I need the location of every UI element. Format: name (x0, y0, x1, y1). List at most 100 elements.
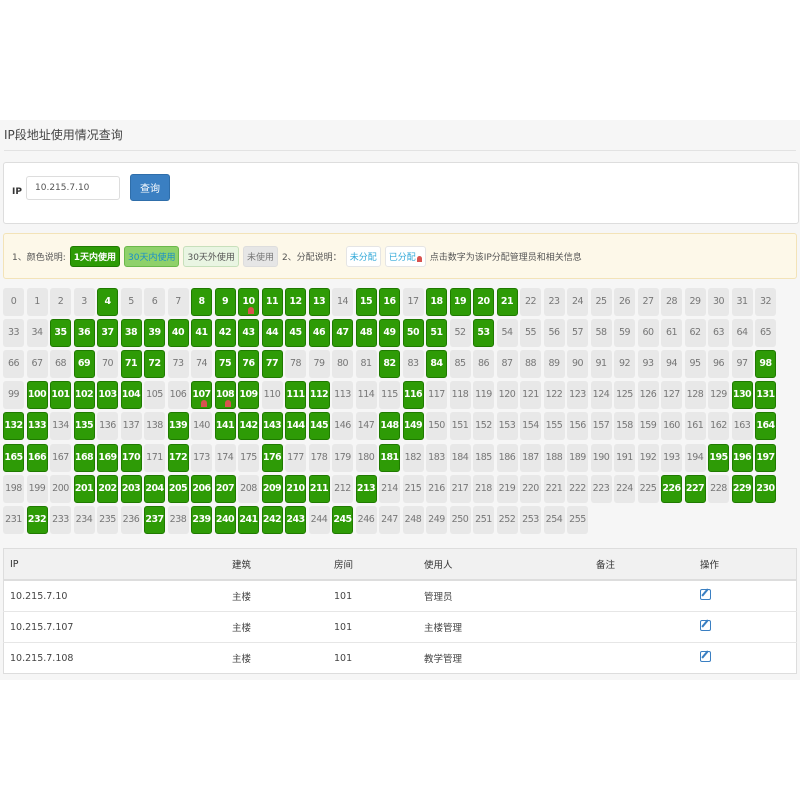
ip-cell-160[interactable]: 160 (661, 412, 682, 441)
ip-cell-6[interactable]: 6 (144, 288, 165, 316)
ip-cell-18[interactable]: 18 (426, 288, 447, 316)
ip-cell-52[interactable]: 52 (449, 319, 471, 348)
ip-cell-176[interactable]: 176 (261, 443, 283, 472)
ip-cell-111[interactable]: 111 (285, 381, 306, 410)
ip-cell-25[interactable]: 25 (590, 288, 612, 316)
ip-cell-254[interactable]: 254 (543, 505, 565, 534)
ip-cell-113[interactable]: 113 (332, 381, 353, 410)
ip-cell-251[interactable]: 251 (473, 505, 494, 534)
ip-cell-178[interactable]: 178 (308, 443, 330, 472)
ip-cell-68[interactable]: 68 (50, 350, 71, 379)
ip-cell-149[interactable]: 149 (402, 412, 424, 441)
ip-cell-0[interactable]: 0 (3, 288, 24, 316)
ip-cell-155[interactable]: 155 (543, 412, 565, 441)
ip-cell-229[interactable]: 229 (731, 474, 753, 503)
edit-icon[interactable] (700, 589, 711, 600)
ip-cell-210[interactable]: 210 (285, 474, 306, 503)
ip-cell-185[interactable]: 185 (473, 443, 494, 472)
ip-cell-31[interactable]: 31 (731, 288, 753, 316)
ip-cell-234[interactable]: 234 (73, 505, 95, 534)
ip-cell-88[interactable]: 88 (520, 350, 541, 379)
ip-cell-245[interactable]: 245 (332, 505, 353, 534)
ip-cell-58[interactable]: 58 (590, 319, 612, 348)
ip-cell-12[interactable]: 12 (285, 288, 306, 316)
ip-cell-105[interactable]: 105 (144, 381, 165, 410)
ip-cell-137[interactable]: 137 (120, 412, 142, 441)
ip-cell-28[interactable]: 28 (661, 288, 682, 316)
ip-cell-4[interactable]: 4 (97, 288, 118, 316)
ip-cell-216[interactable]: 216 (426, 474, 447, 503)
ip-cell-227[interactable]: 227 (684, 474, 706, 503)
ip-cell-200[interactable]: 200 (50, 474, 71, 503)
ip-cell-184[interactable]: 184 (449, 443, 471, 472)
ip-cell-205[interactable]: 205 (167, 474, 189, 503)
ip-cell-141[interactable]: 141 (214, 412, 236, 441)
ip-cell-237[interactable]: 237 (144, 505, 165, 534)
ip-cell-23[interactable]: 23 (543, 288, 565, 316)
ip-cell-66[interactable]: 66 (3, 350, 24, 379)
ip-cell-96[interactable]: 96 (708, 350, 729, 379)
ip-cell-89[interactable]: 89 (543, 350, 565, 379)
ip-cell-39[interactable]: 39 (144, 319, 165, 348)
ip-cell-140[interactable]: 140 (191, 412, 212, 441)
ip-cell-132[interactable]: 132 (3, 412, 24, 441)
ip-cell-166[interactable]: 166 (26, 443, 48, 472)
ip-cell-90[interactable]: 90 (567, 350, 588, 379)
ip-cell-230[interactable]: 230 (755, 474, 776, 503)
ip-cell-174[interactable]: 174 (214, 443, 236, 472)
ip-cell-10[interactable]: 10 (238, 288, 259, 316)
ip-cell-170[interactable]: 170 (120, 443, 142, 472)
ip-cell-212[interactable]: 212 (332, 474, 353, 503)
ip-cell-64[interactable]: 64 (731, 319, 753, 348)
ip-cell-233[interactable]: 233 (50, 505, 71, 534)
ip-cell-125[interactable]: 125 (614, 381, 635, 410)
ip-cell-136[interactable]: 136 (97, 412, 118, 441)
ip-cell-56[interactable]: 56 (543, 319, 565, 348)
ip-cell-46[interactable]: 46 (308, 319, 330, 348)
ip-cell-116[interactable]: 116 (402, 381, 424, 410)
ip-cell-112[interactable]: 112 (308, 381, 330, 410)
ip-cell-250[interactable]: 250 (449, 505, 471, 534)
ip-cell-142[interactable]: 142 (238, 412, 259, 441)
ip-cell-45[interactable]: 45 (285, 319, 306, 348)
ip-cell-74[interactable]: 74 (191, 350, 212, 379)
ip-cell-162[interactable]: 162 (708, 412, 729, 441)
ip-cell-19[interactable]: 19 (449, 288, 471, 316)
ip-cell-70[interactable]: 70 (97, 350, 118, 379)
ip-cell-26[interactable]: 26 (614, 288, 635, 316)
ip-cell-192[interactable]: 192 (637, 443, 659, 472)
ip-cell-107[interactable]: 107 (191, 381, 212, 410)
ip-cell-159[interactable]: 159 (637, 412, 659, 441)
ip-cell-5[interactable]: 5 (120, 288, 142, 316)
ip-cell-99[interactable]: 99 (3, 381, 24, 410)
ip-cell-219[interactable]: 219 (496, 474, 518, 503)
ip-cell-173[interactable]: 173 (191, 443, 212, 472)
ip-cell-115[interactable]: 115 (379, 381, 400, 410)
ip-cell-67[interactable]: 67 (26, 350, 48, 379)
ip-cell-145[interactable]: 145 (308, 412, 330, 441)
ip-cell-102[interactable]: 102 (73, 381, 95, 410)
ip-cell-228[interactable]: 228 (708, 474, 729, 503)
ip-cell-50[interactable]: 50 (402, 319, 424, 348)
ip-cell-103[interactable]: 103 (97, 381, 118, 410)
ip-cell-139[interactable]: 139 (167, 412, 189, 441)
ip-cell-55[interactable]: 55 (520, 319, 541, 348)
ip-cell-44[interactable]: 44 (261, 319, 283, 348)
ip-cell-97[interactable]: 97 (731, 350, 753, 379)
ip-cell-220[interactable]: 220 (520, 474, 541, 503)
ip-cell-94[interactable]: 94 (661, 350, 682, 379)
ip-cell-1[interactable]: 1 (26, 288, 48, 316)
ip-cell-238[interactable]: 238 (167, 505, 189, 534)
ip-cell-92[interactable]: 92 (614, 350, 635, 379)
ip-cell-109[interactable]: 109 (238, 381, 259, 410)
ip-cell-154[interactable]: 154 (520, 412, 541, 441)
ip-cell-124[interactable]: 124 (590, 381, 612, 410)
ip-cell-222[interactable]: 222 (567, 474, 588, 503)
ip-cell-75[interactable]: 75 (214, 350, 236, 379)
ip-cell-194[interactable]: 194 (684, 443, 706, 472)
ip-cell-133[interactable]: 133 (26, 412, 48, 441)
ip-cell-59[interactable]: 59 (614, 319, 635, 348)
ip-cell-76[interactable]: 76 (238, 350, 259, 379)
ip-cell-177[interactable]: 177 (285, 443, 306, 472)
ip-cell-168[interactable]: 168 (73, 443, 95, 472)
